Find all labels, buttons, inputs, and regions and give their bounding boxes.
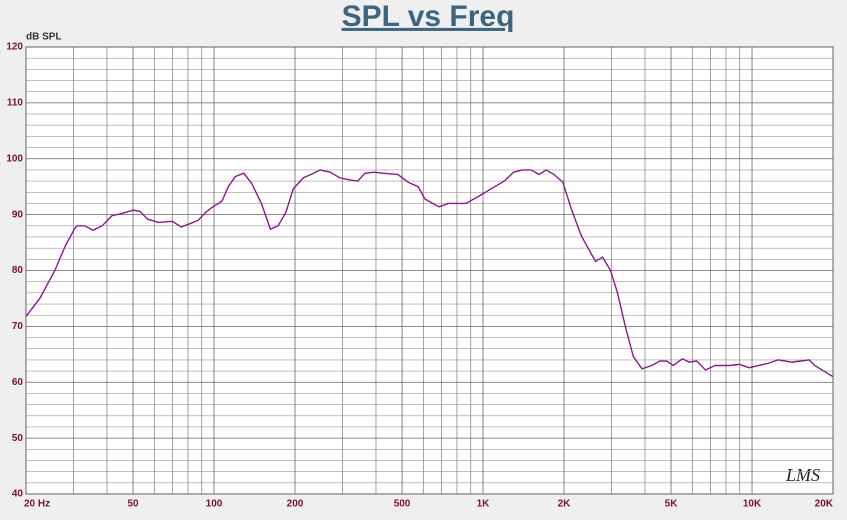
x-tick-label: 5K (665, 499, 679, 510)
x-tick-label: 50 (127, 499, 139, 510)
y-tick-label: 70 (12, 321, 24, 332)
logo: LMS (785, 465, 820, 485)
y-tick-label: 80 (12, 265, 24, 276)
x-tick-label: 500 (394, 499, 411, 510)
spl-curve (25, 169, 834, 378)
y-tick-label: 40 (12, 489, 24, 500)
y-tick-label: 90 (12, 209, 24, 220)
y-tick-label: 100 (6, 153, 23, 164)
y-tick-label: 50 (12, 433, 24, 444)
y-tick-label: 110 (7, 98, 24, 109)
x-tick-label: 10K (743, 499, 762, 510)
chart-title: SPL vs Freq (342, 0, 515, 33)
y-tick-label: 120 (6, 42, 23, 53)
y-axis-label: dB SPL (26, 32, 62, 43)
x-tick-label: 20K (815, 499, 834, 510)
y-tick-label: 60 (12, 377, 24, 388)
x-tick-label: 1K (477, 499, 491, 510)
x-tick-label: 20 Hz (24, 499, 50, 510)
x-tick-label: 2K (558, 499, 572, 510)
x-tick-label: 100 (206, 499, 223, 510)
x-tick-label: 200 (287, 499, 304, 510)
